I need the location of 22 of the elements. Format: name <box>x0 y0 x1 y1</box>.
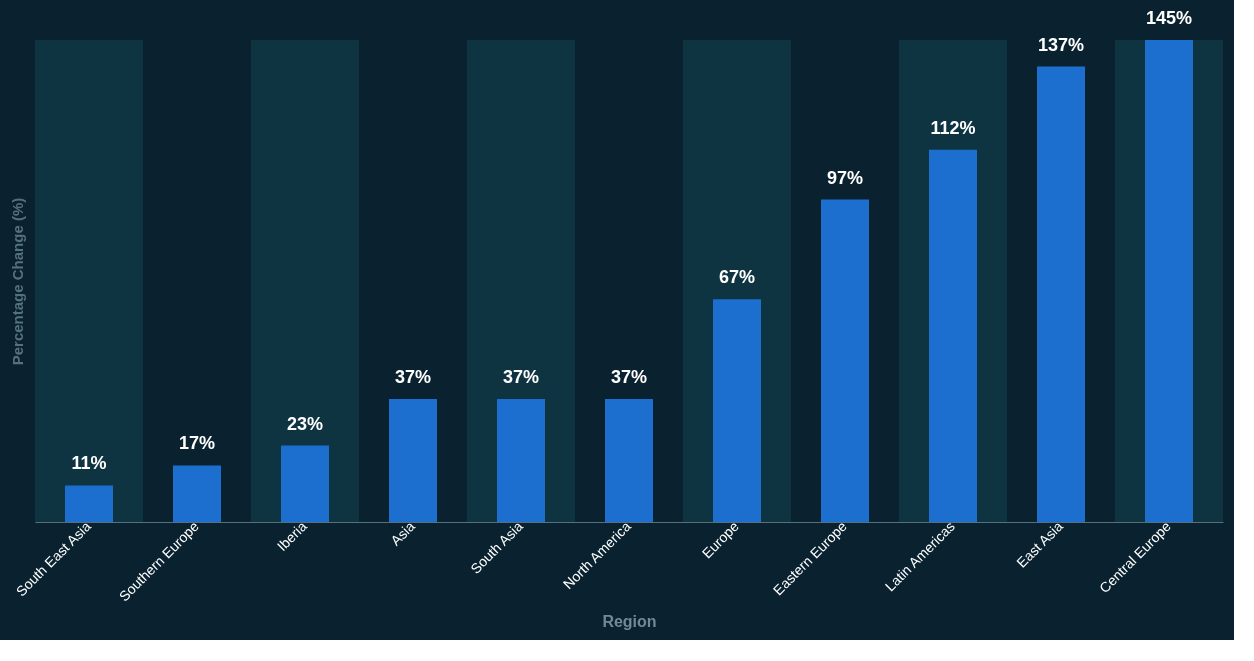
bar <box>281 445 329 522</box>
bar <box>821 199 869 522</box>
bar <box>65 485 113 522</box>
data-label: 137% <box>1037 34 1085 55</box>
bar <box>497 399 545 522</box>
data-label: 145% <box>1145 8 1193 28</box>
bar <box>389 399 437 522</box>
data-label: 37% <box>394 367 432 388</box>
y-axis-title: Percentage Change (%) <box>8 197 26 366</box>
data-label: 37% <box>502 367 540 388</box>
data-label: 112% <box>930 117 976 138</box>
bar <box>605 399 653 522</box>
data-label: 37% <box>610 367 648 388</box>
bar <box>1037 66 1085 522</box>
data-label: 17% <box>178 433 216 454</box>
data-label: 11% <box>71 453 107 474</box>
bar <box>713 299 761 522</box>
x-axis-title: Region <box>602 613 657 631</box>
data-label: 23% <box>286 413 324 434</box>
data-label: 97% <box>826 167 864 188</box>
data-label: 67% <box>718 267 756 288</box>
bar <box>173 465 221 522</box>
